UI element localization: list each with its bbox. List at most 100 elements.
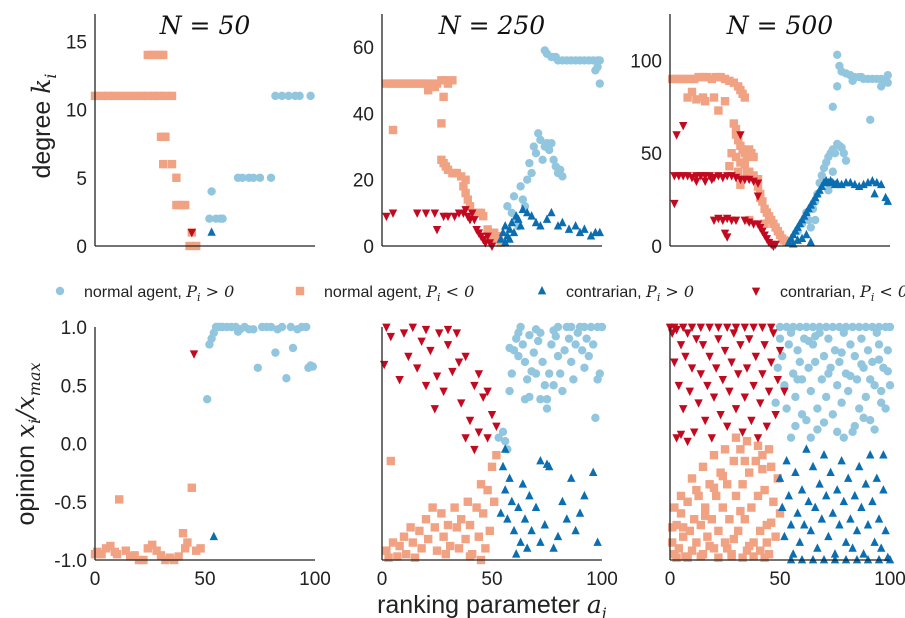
data-point [707, 74, 716, 84]
data-point [386, 79, 395, 88]
data-point [775, 334, 785, 343]
data-point [877, 386, 886, 396]
data-point [701, 511, 710, 520]
data-point [556, 165, 565, 174]
data-point [852, 555, 862, 564]
data-point [586, 322, 596, 332]
data-point [514, 214, 523, 223]
data-point [769, 329, 778, 338]
legend-marker-circle [55, 286, 65, 296]
data-point [676, 491, 686, 501]
data-point [253, 363, 262, 372]
data-point [839, 149, 848, 158]
title-n250: N = 250 [438, 11, 546, 40]
data-point [716, 410, 725, 420]
legend-label: normal agent, Pi > 0 [84, 282, 234, 304]
data-point [143, 50, 152, 60]
series-square [90, 50, 201, 251]
data-point [742, 546, 752, 555]
data-point [731, 405, 741, 414]
data-point [452, 329, 461, 338]
data-point [459, 182, 468, 191]
data-point [855, 404, 864, 413]
data-point [870, 381, 879, 390]
data-point [479, 393, 488, 402]
data-point [121, 546, 130, 555]
data-point [586, 231, 596, 240]
data-point [518, 479, 527, 488]
data-point [271, 348, 280, 357]
data-point [687, 546, 697, 555]
data-point [773, 363, 782, 372]
data-point [742, 364, 752, 373]
data-point [692, 177, 701, 187]
data-point [760, 485, 769, 495]
data-point [762, 422, 771, 432]
data-point [531, 149, 541, 158]
data-point [705, 352, 714, 362]
data-point [819, 555, 829, 564]
data-point [553, 531, 563, 541]
data-point [707, 175, 716, 185]
data-point [529, 348, 538, 357]
data-point [593, 322, 602, 332]
data-point [668, 538, 677, 547]
data-point [101, 544, 111, 553]
data-point [802, 416, 811, 425]
data-point [505, 343, 514, 353]
data-point [479, 211, 488, 221]
data-point [388, 538, 398, 547]
series-circle [771, 322, 895, 442]
data-point [443, 79, 453, 88]
data-point [870, 425, 879, 434]
data-point [806, 223, 815, 232]
data-point [399, 79, 409, 88]
data-point [448, 367, 457, 377]
data-point [694, 491, 703, 501]
data-point [520, 395, 530, 404]
data-point [481, 544, 490, 553]
data-point [410, 553, 420, 562]
data-point [795, 537, 804, 546]
data-point [874, 322, 884, 332]
data-point [172, 173, 181, 182]
data-point [747, 503, 756, 512]
data-point [802, 322, 811, 332]
data-point [542, 404, 552, 413]
data-point [692, 95, 701, 104]
data-point [545, 369, 554, 378]
data-point [738, 553, 747, 562]
legend-label-math: P [859, 282, 871, 301]
series-tri_down [380, 323, 501, 455]
data-point [830, 149, 840, 158]
data-point [404, 352, 413, 362]
data-point [408, 79, 417, 88]
data-point [421, 325, 431, 335]
data-point [209, 531, 218, 541]
data-point [685, 387, 694, 397]
data-point [516, 322, 525, 332]
data-point [207, 187, 216, 196]
data-point [762, 538, 771, 547]
data-point [512, 549, 521, 558]
series-tri_down [187, 228, 196, 238]
data-point [531, 369, 541, 378]
data-point [760, 219, 769, 228]
data-point [696, 323, 705, 332]
series-tri_down [665, 323, 789, 447]
data-point [503, 202, 512, 211]
x-tick-label: 100 [874, 569, 905, 590]
data-point [523, 207, 532, 217]
data-point [569, 375, 578, 384]
data-point [474, 370, 483, 379]
data-point [833, 177, 842, 187]
data-point [549, 543, 558, 552]
data-point [454, 358, 464, 367]
data-point [749, 171, 758, 180]
data-point [885, 381, 895, 390]
data-point [205, 214, 214, 223]
data-point [549, 155, 558, 165]
ylabel-degree-sub: i [41, 73, 60, 78]
data-point [780, 381, 789, 390]
data-point [501, 436, 510, 446]
